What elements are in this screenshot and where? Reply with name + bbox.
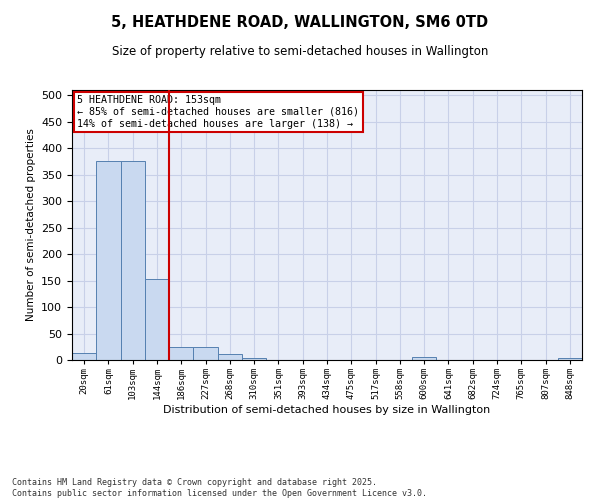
Bar [96, 162, 121, 360]
Bar [558, 358, 582, 360]
Text: Size of property relative to semi-detached houses in Wallington: Size of property relative to semi-detach… [112, 45, 488, 58]
Bar [145, 279, 169, 360]
Bar [72, 352, 96, 360]
Y-axis label: Number of semi-detached properties: Number of semi-detached properties [26, 128, 35, 322]
Bar [169, 348, 193, 360]
Bar [121, 162, 145, 360]
Bar [412, 358, 436, 360]
Bar [193, 348, 218, 360]
Bar [218, 354, 242, 360]
Bar [242, 358, 266, 360]
Text: Contains HM Land Registry data © Crown copyright and database right 2025.
Contai: Contains HM Land Registry data © Crown c… [12, 478, 427, 498]
Text: 5 HEATHDENE ROAD: 153sqm
← 85% of semi-detached houses are smaller (816)
14% of : 5 HEATHDENE ROAD: 153sqm ← 85% of semi-d… [77, 96, 359, 128]
Text: 5, HEATHDENE ROAD, WALLINGTON, SM6 0TD: 5, HEATHDENE ROAD, WALLINGTON, SM6 0TD [112, 15, 488, 30]
X-axis label: Distribution of semi-detached houses by size in Wallington: Distribution of semi-detached houses by … [163, 405, 491, 415]
